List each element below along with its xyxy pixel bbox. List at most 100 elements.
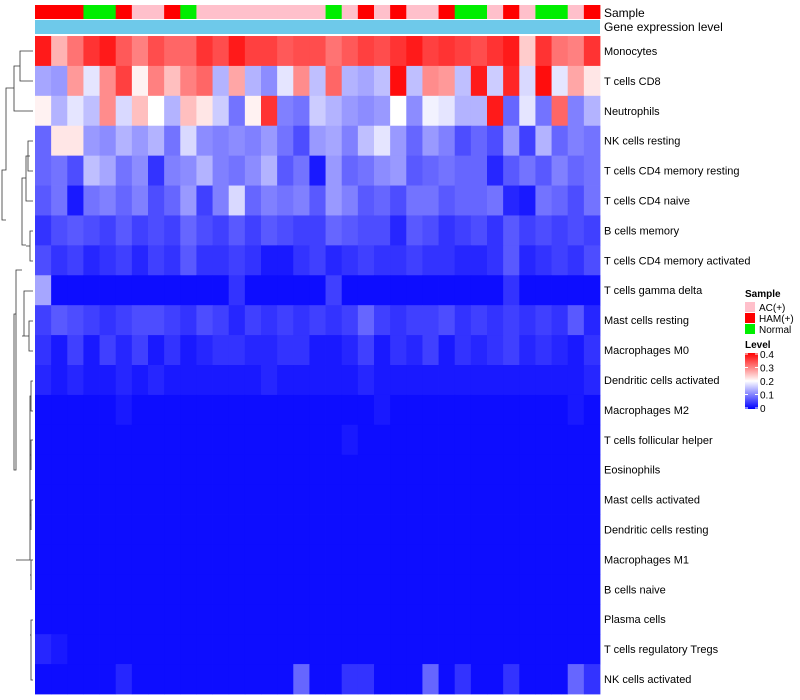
- heatmap-cell: [164, 305, 181, 336]
- heatmap-cell: [406, 185, 423, 216]
- heatmap-cell: [35, 604, 52, 635]
- heatmap-cell: [212, 424, 230, 456]
- heatmap-cell: [115, 95, 133, 127]
- heatmap-cell: [422, 484, 439, 515]
- heatmap-cell: [131, 664, 149, 695]
- heatmap-cell: [341, 424, 359, 456]
- heatmap-cell: [67, 544, 84, 575]
- heatmap-cell: [454, 125, 472, 157]
- heatmap-cell: [487, 305, 504, 336]
- sample-annotation-cell: [357, 5, 375, 19]
- heatmap-cell: [277, 185, 294, 216]
- heatmap-cell: [567, 275, 585, 306]
- heatmap-cell: [503, 424, 520, 456]
- heatmap-cell: [374, 634, 391, 665]
- heatmap-cell: [357, 454, 375, 486]
- heatmap-cell: [341, 604, 359, 635]
- heatmap-cell: [487, 664, 504, 695]
- heatmap-cell: [583, 36, 601, 67]
- row-label: T cells CD4 memory activated: [604, 255, 751, 267]
- heatmap-cell: [261, 454, 278, 486]
- heatmap-cell: [293, 305, 310, 336]
- heatmap-cell: [406, 424, 423, 456]
- heatmap-cell: [115, 484, 133, 515]
- heatmap-cell: [99, 634, 117, 665]
- sample-annotation-cell: [454, 5, 472, 19]
- heatmap-cell: [406, 275, 423, 306]
- heatmap-cell: [261, 365, 278, 396]
- heatmap-cell: [148, 484, 165, 515]
- heatmap-cell: [148, 305, 165, 336]
- heatmap-cell: [390, 574, 407, 605]
- heatmap-cell: [406, 544, 423, 575]
- heatmap-cell: [309, 454, 326, 486]
- heatmap-cell: [309, 604, 326, 635]
- heatmap-cell: [422, 125, 439, 157]
- heatmap-cell: [261, 484, 278, 515]
- row-label: T cells CD4 memory resting: [604, 166, 740, 178]
- annotation-label-sample: Sample: [604, 6, 645, 20]
- heatmap-cell: [454, 36, 472, 67]
- heatmap-cell: [438, 335, 456, 366]
- heatmap-cell: [51, 65, 68, 97]
- heatmap-cell: [293, 36, 310, 67]
- heatmap-cell: [277, 305, 294, 336]
- heatmap-cell: [83, 125, 100, 157]
- heatmap-cell: [83, 394, 100, 426]
- heatmap-cell: [35, 155, 52, 186]
- heatmap-cell: [519, 664, 536, 695]
- heatmap-cell: [583, 454, 601, 486]
- heatmap-cell: [180, 514, 197, 545]
- heatmap-cell: [293, 544, 310, 575]
- legend-swatch: [745, 313, 755, 323]
- heatmap-cell: [374, 36, 391, 67]
- heatmap-cell: [131, 574, 149, 605]
- heatmap-cell: [35, 365, 52, 396]
- heatmap-cell: [374, 514, 391, 545]
- heatmap-cell: [35, 664, 52, 695]
- heatmap-cell: [535, 365, 552, 396]
- heatmap-cell: [406, 454, 423, 486]
- row-label: Macrophages M2: [604, 405, 689, 417]
- heatmap-cell: [487, 95, 504, 127]
- heatmap-cell: [115, 664, 133, 695]
- heatmap-cell: [180, 634, 197, 665]
- heatmap-cell: [228, 365, 246, 396]
- row-label: Plasma cells: [604, 614, 666, 626]
- heatmap-cell: [67, 185, 84, 216]
- heatmap-cell: [277, 365, 294, 396]
- heatmap-cell: [406, 394, 423, 426]
- heatmap-cell: [503, 365, 520, 396]
- heatmap-cell: [357, 544, 375, 575]
- legend-entry-label: Normal: [759, 325, 791, 336]
- heatmap-cell: [148, 215, 165, 246]
- heatmap-cell: [454, 245, 472, 276]
- heatmap-cell: [244, 544, 262, 575]
- heatmap-cell: [503, 484, 520, 515]
- heatmap-cell: [293, 185, 310, 216]
- heatmap-cell: [228, 634, 246, 665]
- heatmap-cell: [115, 574, 133, 605]
- heatmap-cell: [567, 305, 585, 336]
- heatmap-cell: [535, 125, 552, 157]
- heatmap-cell: [67, 65, 84, 97]
- heatmap-cell: [487, 185, 504, 216]
- heatmap-cell: [422, 335, 439, 366]
- heatmap-cell: [277, 634, 294, 665]
- heatmap-cell: [261, 514, 278, 545]
- heatmap-cell: [406, 664, 423, 695]
- heatmap-cell: [277, 36, 294, 67]
- heatmap-cell: [99, 604, 117, 635]
- heatmap-cell: [277, 394, 294, 426]
- heatmap-cell: [390, 185, 407, 216]
- heatmap-cell: [83, 514, 100, 545]
- heatmap-cell: [535, 65, 552, 97]
- heatmap-cell: [519, 335, 536, 366]
- heatmap-cell: [83, 36, 100, 67]
- heatmap-cell: [83, 95, 100, 127]
- heatmap-cell: [180, 36, 197, 67]
- heatmap-cell: [244, 125, 262, 157]
- heatmap-cell: [422, 185, 439, 216]
- heatmap-cell: [261, 245, 278, 276]
- heatmap-cell: [406, 65, 423, 97]
